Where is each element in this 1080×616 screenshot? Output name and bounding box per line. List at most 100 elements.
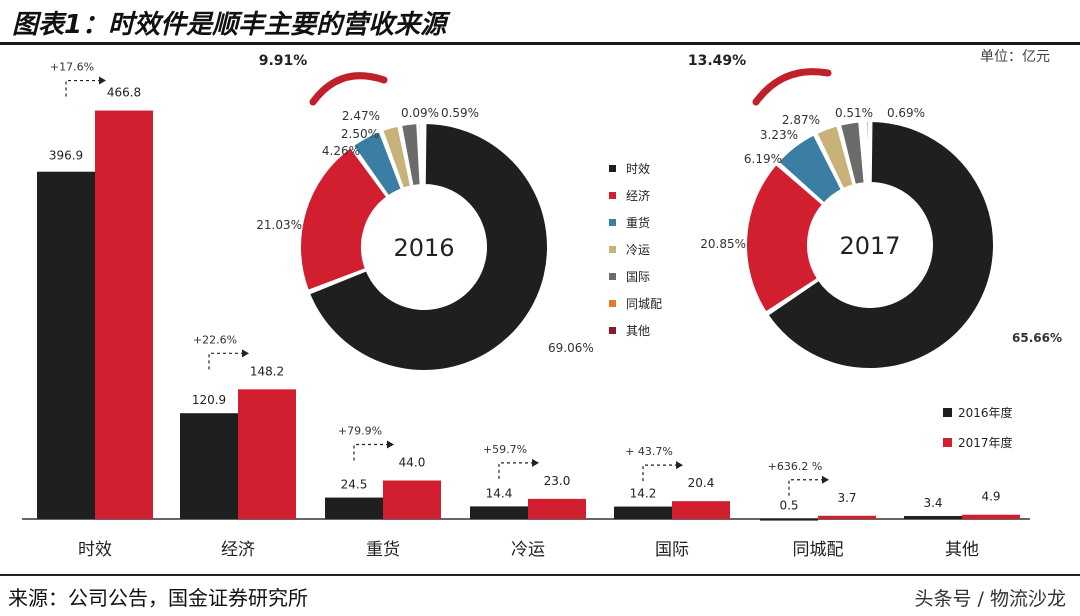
growth-arrowhead-0 [99,76,106,85]
bar-legend-label-1: 2017年度 [958,435,1013,450]
donut-legend-swatch-5 [609,300,616,307]
category-label-0: 时效 [78,540,112,560]
donut-2016-slice-0 [307,121,549,372]
bar-2017-4 [672,501,730,519]
value-label-2017-4: 20.4 [688,476,715,490]
growth-arrowhead-4 [676,461,683,470]
growth-arrowhead-5 [822,475,829,484]
growth-arrow-2 [353,443,387,461]
category-label-3: 冷运 [511,540,545,560]
donut-2016-slice-1 [299,145,389,293]
value-label-2016-2: 24.5 [341,478,368,492]
growth-arrow-5 [788,479,822,496]
bar-2017-0 [95,110,153,520]
category-label-4: 国际 [655,540,689,560]
bar-2017-5 [818,515,876,519]
bar-legend-label-0: 2016年度 [958,405,1013,420]
donut-legend-swatch-1 [609,192,616,199]
bar-2017-2 [383,480,441,519]
donut-2017-growth-arc [752,68,832,106]
donut-2016-label-4: 2.47% [342,109,380,123]
donut-2017-slice-2 [776,133,844,205]
growth-label-1: +22.6% [193,333,237,346]
donut-legend-swatch-0 [609,165,616,172]
donut-legend-label-5: 同城配 [626,297,662,311]
page-title: 图表1：时效件是顺丰主要的营收来源 [12,10,447,40]
donut-2016-label-3: 2.50% [341,127,379,141]
value-label-2016-3: 14.4 [486,486,513,500]
donut-2016-label-0: 69.06% [548,341,594,355]
value-label-2016-4: 14.2 [630,487,657,501]
donut-2017-label-6: 0.69% [887,106,925,120]
bar-2016-3 [470,506,528,519]
donut-2016-slice-3 [381,124,413,190]
bar-2017-6 [962,514,1020,519]
bar-2016-1 [180,413,238,519]
donut-2017-slice-5 [861,120,868,185]
value-label-2017-1: 148.2 [250,364,284,378]
value-label-2016-0: 396.9 [49,149,83,163]
donut-2016-slice-2 [351,129,404,198]
watermark: 头条号 / 物流沙龙 [914,588,1066,610]
donut-2017-label-3: 3.23% [760,128,798,142]
bar-legend-swatch-0 [943,408,952,417]
donut-2017-label-0: 65.66% [1012,331,1062,345]
bar-2016-6 [904,516,962,519]
value-label-2017-6: 4.9 [981,490,1000,504]
category-label-2: 重货 [366,540,400,560]
donut-legend-label-6: 其他 [626,324,650,338]
value-label-2017-5: 3.7 [837,491,856,505]
growth-label-2: +79.9% [338,425,382,438]
donut-legend-label-2: 重货 [626,215,650,230]
value-label-2016-1: 120.9 [192,393,226,407]
growth-arrow-1 [208,352,242,370]
donut-legend-swatch-2 [609,219,616,226]
source-note: 来源：公司公告，国金证券研究所 [8,586,308,610]
donut-2017-label-2: 6.19% [744,152,782,166]
bar-2016-4 [614,506,672,519]
growth-arrow-4 [642,464,676,482]
category-label-6: 其他 [945,540,979,560]
donut-2016-label-5: 0.09% [401,106,439,120]
bar-2017-1 [238,389,296,519]
donut-2016-label-2: 4.26% [322,144,360,158]
donut-2016-label-1: 21.03% [256,218,302,232]
donut-2017-label-5: 0.51% [835,106,873,120]
donut-2016-growth-arc [309,72,388,106]
category-label-5: 同城配 [793,540,844,560]
donut-2016-label-6: 0.59% [441,106,479,120]
donut-2016-slice-6 [419,121,425,187]
bar-2016-5 [760,518,818,521]
value-label-2017-2: 44.0 [399,456,426,470]
bar-legend-swatch-1 [943,438,952,447]
donut-2017-slice-1 [745,162,825,314]
value-label-2016-6: 3.4 [923,496,942,510]
donut-2017-label-4: 2.87% [782,113,820,127]
donut-2017-center-label: 2017 [839,232,900,260]
bar-2016-0 [37,171,95,519]
revenue-chart: 396.9 466.8 时效 +17.6% 120.9 148.2 经济 +22.6% 24.5… [22,53,1062,560]
donut-legend-swatch-3 [609,246,616,253]
growth-arrowhead-2 [387,440,394,449]
title-divider [0,42,1080,45]
footer: 来源：公司公告，国金证券研究所 头条号 / 物流沙龙 [0,574,1080,616]
bar-2016-2 [325,497,383,519]
donut-2017-slice-4 [838,120,866,187]
donut-2017-label-1: 20.85% [700,237,746,251]
growth-arrow-0 [65,79,99,97]
title-bar: 图表1：时效件是顺丰主要的营收来源 [0,0,1080,45]
unit-label: 单位：亿元 [980,49,1050,65]
value-label-2017-0: 466.8 [107,86,141,100]
value-label-2016-5: 0.5 [779,499,798,513]
donut-legend-label-0: 时效 [626,161,650,176]
donut-legend-swatch-6 [609,327,616,334]
bar-2017-3 [528,498,586,519]
value-label-2017-3: 23.0 [544,474,571,488]
donut-legend-swatch-4 [609,273,616,280]
donut-legend-label-3: 冷运 [626,243,650,257]
growth-arrow-3 [498,462,532,479]
donut-2017-slice-6 [865,119,871,185]
donut-2016-growth-label: 9.91% [259,53,308,69]
donut-legend-label-1: 经济 [626,188,650,203]
growth-arrowhead-3 [532,458,539,467]
